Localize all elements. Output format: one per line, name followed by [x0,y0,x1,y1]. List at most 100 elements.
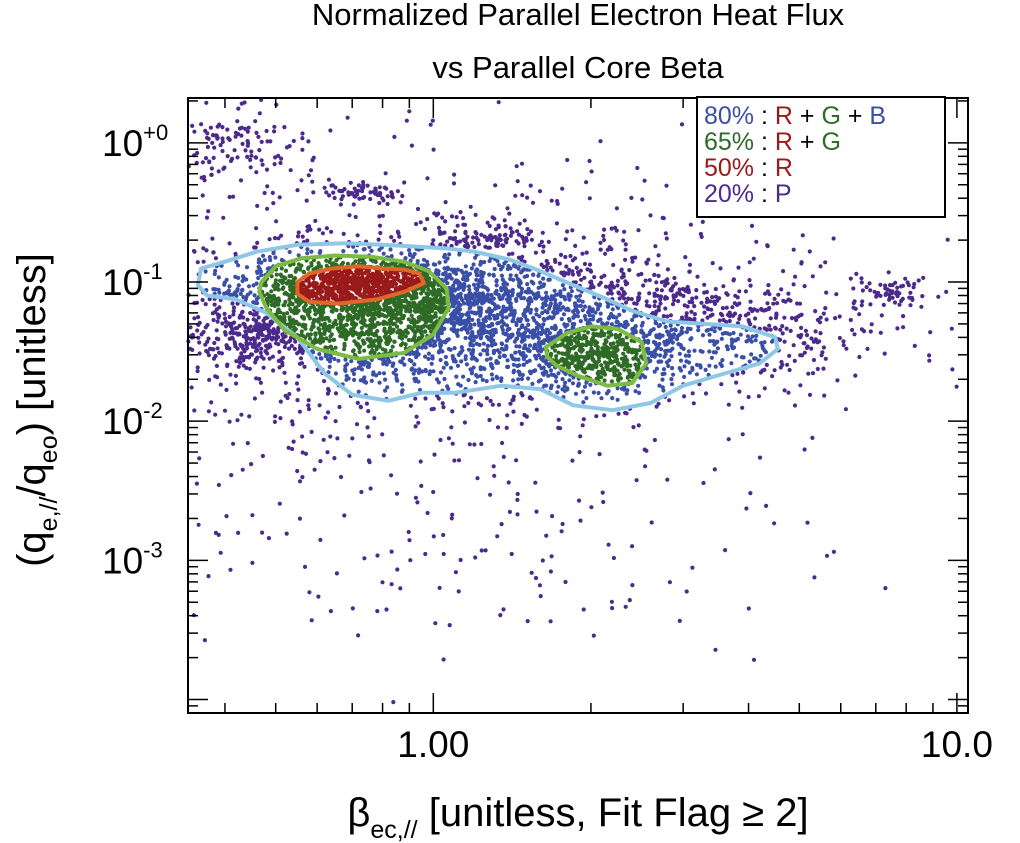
data-point [233,290,238,295]
data-point [546,373,551,378]
data-point [659,347,664,352]
data-point [631,356,636,361]
data-point [738,313,743,318]
data-point [886,270,891,275]
data-point [694,372,700,377]
data-point [245,154,250,159]
data-point [361,310,366,315]
data-point [438,370,444,375]
data-point [517,280,522,285]
data-point [652,299,658,304]
data-point [499,273,504,278]
data-point [510,251,515,256]
data-point [436,396,441,401]
data-point [439,306,444,311]
data-point [772,521,777,526]
data-point [338,321,343,326]
data-point [524,238,529,243]
data-point [928,330,933,335]
data-point [636,358,641,363]
data-point [243,148,248,153]
data-point [383,388,388,393]
data-point [381,251,386,256]
data-point [892,300,898,305]
data-point [438,357,443,363]
data-point [388,330,393,336]
data-point [395,378,400,383]
data-point [451,283,456,288]
data-point [596,318,601,324]
data-point [327,364,332,369]
data-point [257,111,262,116]
data-point [497,350,502,355]
data-point [529,279,534,284]
data-point [700,219,705,224]
data-point [860,299,865,304]
data-point [753,316,758,321]
data-point [578,434,583,439]
data-point [467,335,472,341]
data-point [442,376,447,382]
data-point [671,332,677,337]
data-point [516,232,522,237]
data-point [251,342,256,347]
data-point [359,367,364,372]
data-point [236,263,241,268]
data-point [655,293,660,298]
data-point [374,373,379,378]
data-point [428,314,433,319]
data-point [835,378,840,383]
data-point [548,569,554,574]
data-point [712,467,717,472]
data-point [206,409,211,414]
data-point [355,233,360,238]
data-point [605,321,610,326]
data-point [629,338,634,343]
data-point [792,358,797,363]
data-point [582,304,588,309]
data-point [526,322,531,327]
data-point [630,544,635,549]
data-point [466,377,471,383]
data-point [606,335,611,340]
data-point [595,345,600,350]
data-point [514,164,519,169]
data-point [359,489,364,495]
data-point [447,317,452,322]
data-point [476,242,481,247]
data-point [412,376,417,381]
data-point [720,358,725,363]
data-point [378,230,383,236]
data-point [659,359,664,364]
data-point [692,312,698,317]
data-point [735,371,740,376]
data-point [615,339,620,344]
data-point [322,379,327,384]
data-point [248,157,253,162]
data-point [590,335,596,340]
data-point [438,292,443,298]
data-point [204,248,209,253]
data-point [202,638,207,643]
data-point [519,391,524,396]
data-point [441,365,446,370]
data-point [580,423,585,428]
data-point [466,400,471,406]
data-point [452,458,457,463]
data-point [377,371,382,376]
data-point [212,340,217,346]
data-point [738,332,743,337]
data-point [911,285,916,290]
data-point [615,278,621,283]
data-point [449,295,454,300]
data-point [467,292,472,297]
data-point [309,263,314,268]
data-point [536,290,541,296]
data-point [458,350,463,355]
data-point [434,268,439,273]
data-point [718,311,724,316]
data-point [713,286,718,292]
data-point [621,351,626,356]
data-point [211,317,216,323]
data-point [657,341,662,347]
